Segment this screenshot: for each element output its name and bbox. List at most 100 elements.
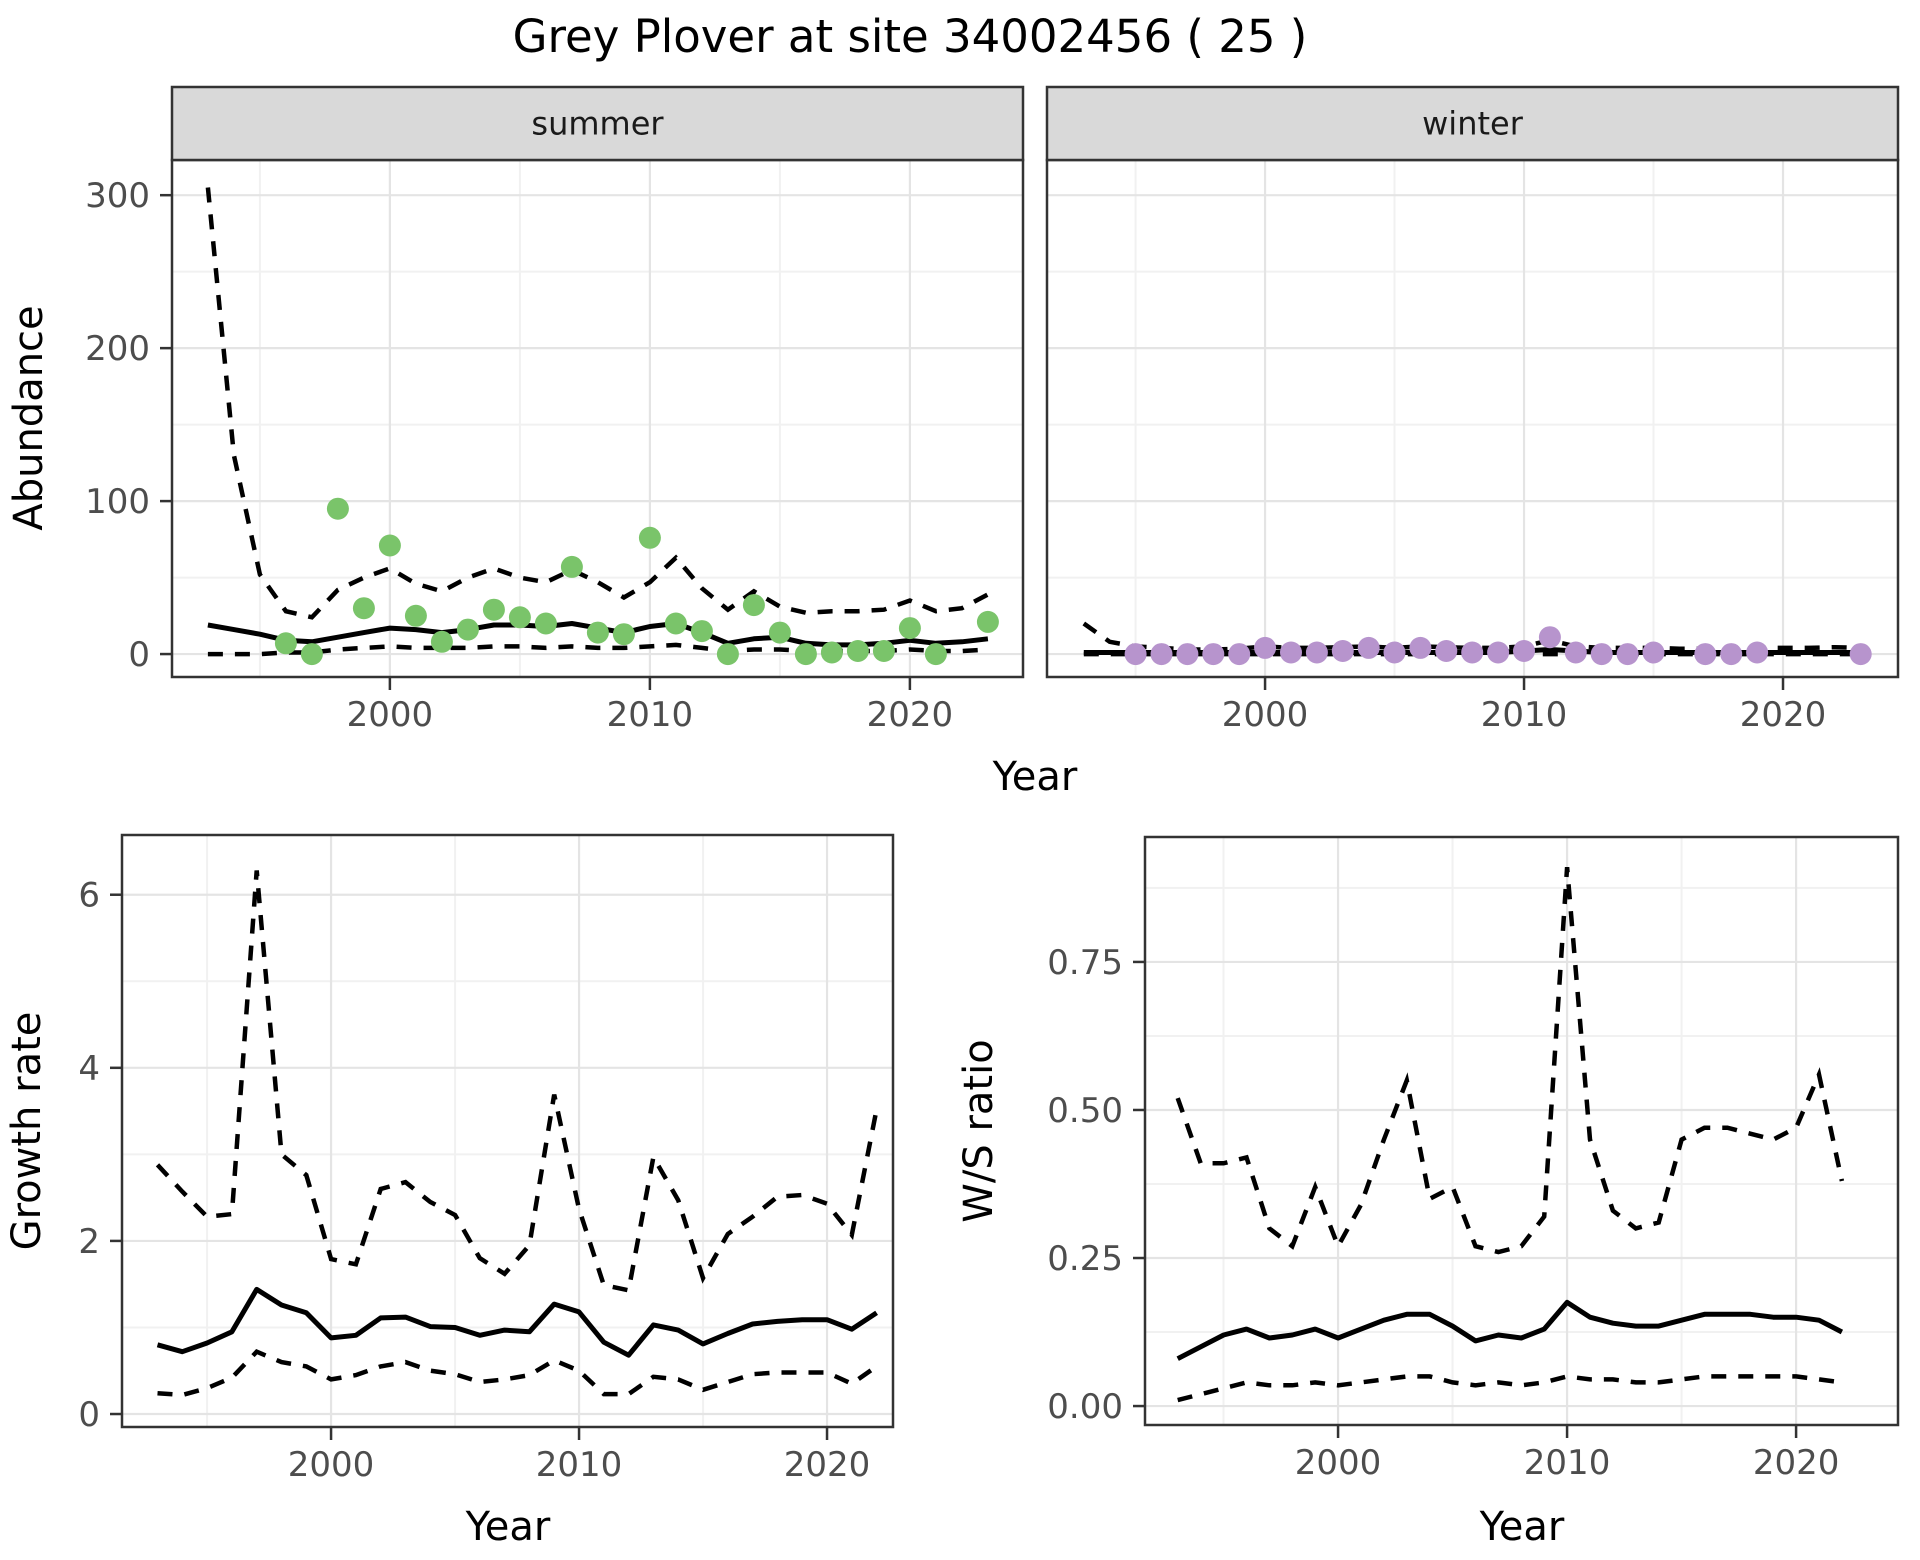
data-point — [1461, 641, 1484, 664]
y-tick-label: 4 — [78, 1049, 100, 1089]
data-point — [820, 641, 843, 664]
data-point — [586, 621, 609, 644]
data-point — [1616, 643, 1639, 666]
panel-background — [172, 160, 1023, 677]
data-layer — [1082, 621, 1872, 666]
data-layer — [205, 187, 999, 666]
y-axis-title: Abundance — [6, 305, 52, 530]
lower-ci-line — [157, 1349, 878, 1398]
data-point — [638, 526, 661, 549]
y-tick-label: 0.50 — [1047, 1091, 1123, 1131]
data-point — [378, 534, 401, 557]
panel-ws_ratio: 2000 2010 2020 0.00 0.25 0.50 0.75 — [1047, 835, 1900, 1483]
panel-border — [120, 833, 895, 1429]
data-layer — [1175, 867, 1845, 1403]
data-point — [1280, 641, 1302, 664]
lower-ci-line — [1177, 1374, 1843, 1403]
facet-strip-label: summer — [531, 105, 664, 143]
panel-background — [122, 835, 893, 1427]
mean-line — [1176, 1299, 1844, 1361]
x-axis-title: Year — [465, 1504, 551, 1550]
facet-strip — [170, 85, 1025, 162]
data-point — [1642, 641, 1665, 664]
x-tick-label: 2020 — [867, 695, 954, 735]
y-tick-label: 100 — [85, 482, 150, 522]
panel-background — [1047, 160, 1898, 677]
x-tick-label: 2020 — [1753, 1443, 1840, 1483]
data-point — [716, 643, 739, 666]
data-point — [456, 618, 479, 641]
data-point — [976, 610, 999, 633]
panel-border — [1143, 835, 1900, 1427]
panel-growth_rate: 2000 2010 2020 0 2 4 6 — [78, 833, 895, 1485]
data-point — [1331, 640, 1354, 662]
data-point — [612, 623, 635, 646]
y-tick-label: 300 — [85, 176, 150, 216]
data-point — [1202, 643, 1225, 666]
figure-title: Grey Plover at site 34002456 ( 25 ) — [513, 10, 1308, 63]
data-point — [482, 598, 505, 621]
data-point — [1513, 640, 1535, 662]
x-tick-label: 2010 — [1524, 1443, 1611, 1483]
data-point — [352, 597, 375, 620]
facet-strip-label: winter — [1422, 105, 1524, 143]
y-tick-label: 6 — [78, 876, 100, 916]
data-point — [1487, 641, 1510, 664]
y-axis-title: W/S ratio — [956, 1039, 1002, 1222]
y-tick-label: 0 — [128, 635, 150, 675]
data-point — [1564, 641, 1587, 664]
data-layer — [155, 870, 879, 1398]
data-point — [690, 620, 713, 643]
data-point — [1849, 643, 1872, 666]
y-tick-label: 2 — [78, 1222, 100, 1262]
data-point — [794, 643, 817, 666]
data-point — [1694, 643, 1717, 666]
data-point — [768, 621, 791, 644]
data-point — [1720, 643, 1743, 666]
x-axis-title: Year — [1479, 1504, 1565, 1550]
data-point — [326, 497, 349, 520]
data-point — [1305, 641, 1328, 664]
data-point — [430, 630, 453, 653]
y-tick-label: 0.25 — [1047, 1239, 1123, 1279]
y-tick-label: 0.00 — [1047, 1387, 1123, 1427]
x-tick-label: 2000 — [1222, 695, 1309, 735]
data-point — [742, 594, 765, 617]
x-tick-label: 2010 — [536, 1445, 623, 1485]
x-tick-label: 2020 — [1740, 695, 1827, 735]
x-tick-label: 2000 — [1295, 1443, 1382, 1483]
data-point — [1357, 636, 1380, 659]
data-point — [924, 643, 947, 666]
facet-strip — [1045, 85, 1900, 162]
data-point — [1409, 636, 1432, 659]
data-point — [872, 640, 895, 662]
data-point — [1124, 643, 1147, 666]
x-tick-label: 2010 — [607, 695, 694, 735]
data-point — [846, 640, 869, 662]
data-point — [1150, 643, 1173, 666]
panel-abundance-summer: summer 2000 2010 2020 0 100 200 300 — [85, 85, 1025, 735]
x-axis-title: Year — [992, 754, 1078, 800]
panel-background — [1145, 837, 1898, 1425]
data-point — [300, 643, 323, 666]
data-point — [508, 606, 531, 629]
x-tick-label: 2000 — [288, 1445, 375, 1485]
y-tick-label: 0.75 — [1047, 943, 1123, 983]
data-point — [1435, 640, 1458, 662]
y-tick-label: 200 — [85, 329, 150, 369]
data-point — [534, 612, 557, 635]
data-point — [1383, 641, 1406, 664]
y-tick-label: 0 — [78, 1395, 100, 1435]
data-point — [560, 555, 583, 578]
upper-ci-line — [1175, 867, 1845, 1255]
data-point — [1746, 641, 1769, 664]
upper-ci-line — [205, 187, 989, 620]
y-axis-title: Growth rate — [4, 1012, 50, 1251]
data-point — [898, 617, 921, 640]
data-point — [1228, 643, 1251, 666]
x-tick-label: 2020 — [784, 1445, 871, 1485]
upper-ci-line — [155, 870, 879, 1293]
data-point — [404, 604, 427, 627]
